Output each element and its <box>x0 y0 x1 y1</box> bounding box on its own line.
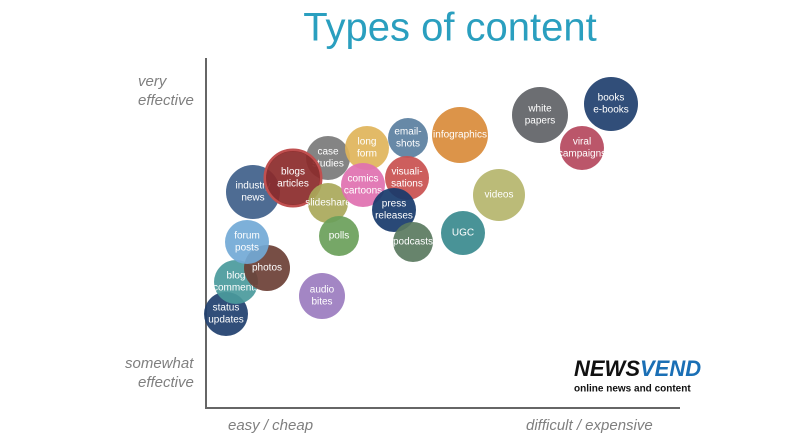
bubble-label: blog <box>227 271 246 282</box>
axis-label: easy / cheap <box>228 417 313 434</box>
bubble-circle <box>512 87 568 143</box>
bubble-circle <box>584 77 638 131</box>
bubble: podcasts <box>393 222 433 262</box>
bubble-circle <box>441 211 485 255</box>
bubble-label: videos <box>485 190 514 201</box>
bubble-label: articles <box>277 179 309 190</box>
bubble-label: cartoons <box>344 186 382 197</box>
bubble-label: visuali- <box>391 167 422 178</box>
bubble-label: books <box>598 93 625 104</box>
axis-label: effective <box>138 374 194 391</box>
bubble-circle <box>560 126 604 170</box>
bubble-label: UGC <box>452 228 474 239</box>
bubble-label: studies <box>312 159 344 170</box>
bubble-label: e-books <box>593 105 629 116</box>
logo-part: VEND <box>640 356 701 381</box>
bubble-circle <box>225 220 269 264</box>
bubble-label: photos <box>252 263 282 274</box>
bubble-circle <box>345 126 389 170</box>
bubble-circle <box>473 169 525 221</box>
bubble-label: press <box>382 199 406 210</box>
bubble-label: form <box>357 149 377 160</box>
bubble-label: slideshare <box>305 198 351 209</box>
axis-label: effective <box>138 92 194 109</box>
bubble-circle <box>393 222 433 262</box>
axis-label: difficult / expensive <box>526 417 653 434</box>
bubble-circle <box>308 183 348 223</box>
bubble-label: papers <box>525 116 556 127</box>
bubble-label: blogs <box>281 167 305 178</box>
bubble-label: campaigns <box>558 149 606 160</box>
bubble: videos <box>473 169 525 221</box>
bubble-label: industry <box>235 181 270 192</box>
bubble-label: comics <box>347 174 378 185</box>
bubble-label: podcasts <box>393 237 433 248</box>
bubble-ring <box>263 148 323 208</box>
axis-label: very <box>138 73 168 90</box>
logo: NEWSVEND <box>574 356 701 381</box>
logo-part: NEWS <box>574 356 640 381</box>
bubble-circle <box>341 163 385 207</box>
bubble: infographics <box>432 107 488 163</box>
bubble-label: email- <box>394 127 421 138</box>
bubble-label: status <box>213 303 240 314</box>
bubble-label: posts <box>235 243 259 254</box>
bubble-circle <box>319 216 359 256</box>
title: Types of content <box>303 6 597 50</box>
bubble-circle <box>299 273 345 319</box>
bubble-circle <box>388 118 428 158</box>
bubble-circle <box>432 107 488 163</box>
bubble-label: infographics <box>433 130 487 141</box>
bubble-label: polls <box>329 231 350 242</box>
bubble-label: audio <box>310 285 335 296</box>
bubble-label: long <box>358 137 377 148</box>
bubble-label: releases <box>375 211 413 222</box>
bubble-label: white <box>527 104 552 115</box>
bubble-label: updates <box>208 315 244 326</box>
bubble-label: forum <box>234 231 260 242</box>
bubble: UGC <box>441 211 485 255</box>
bubble-circle <box>372 188 416 232</box>
axis-label: somewhat <box>125 355 194 372</box>
bubble-label: sations <box>391 179 423 190</box>
bubble-label: case <box>317 147 339 158</box>
bubble: email-shots <box>388 118 428 158</box>
bubble: polls <box>319 216 359 256</box>
logo-tagline: online news and content <box>574 384 691 395</box>
bubble-label: comments <box>213 283 259 294</box>
bubble-label: shots <box>396 139 420 150</box>
bubble: slideshare <box>305 183 351 223</box>
bubble-label: news <box>241 193 264 204</box>
bubble-circle <box>266 151 320 205</box>
bubble-label: viral <box>573 137 591 148</box>
bubble-label: bites <box>311 297 332 308</box>
